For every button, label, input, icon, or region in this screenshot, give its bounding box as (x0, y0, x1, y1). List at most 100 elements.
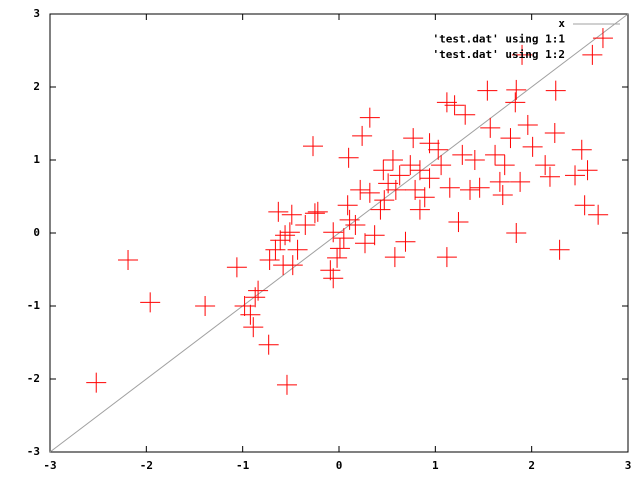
cross-marker (307, 201, 328, 222)
cross-marker (582, 44, 603, 65)
cross-marker (405, 179, 426, 200)
cross-marker (275, 225, 296, 246)
legend-label: 'test.dat' using 1:1 (433, 33, 566, 46)
cross-marker (431, 155, 452, 176)
cross-marker (409, 199, 430, 220)
cross-marker (400, 155, 421, 176)
cross-marker (448, 212, 469, 233)
cross-marker (359, 182, 380, 203)
cross-marker (517, 114, 538, 135)
y-tick-label: -2 (27, 372, 40, 385)
cross-marker (492, 185, 513, 206)
cross-marker (544, 122, 565, 143)
cross-marker (345, 214, 366, 235)
cross-marker (428, 139, 449, 160)
cross-marker (571, 139, 592, 160)
cross-marker (510, 171, 531, 192)
cross-marker (489, 171, 510, 192)
cross-marker (592, 28, 613, 49)
cross-marker (86, 372, 107, 393)
cross-marker (276, 374, 297, 395)
cross-marker (140, 292, 161, 313)
cross-marker (436, 247, 457, 268)
cross-marker (574, 195, 595, 216)
cross-marker (464, 150, 485, 170)
cross-marker (506, 79, 527, 100)
cross-marker (385, 179, 406, 200)
y-tick-label: 0 (33, 226, 40, 239)
cross-marker (382, 150, 403, 170)
cross-marker (539, 166, 560, 187)
cross-marker (320, 260, 341, 281)
cross-marker (403, 128, 424, 149)
x-tick-label: -3 (43, 459, 56, 472)
cross-marker (259, 250, 280, 271)
cross-marker (460, 179, 481, 200)
x-tick-label: -2 (140, 459, 153, 472)
cross-marker (373, 160, 394, 181)
cross-marker (323, 222, 344, 243)
cross-marker (409, 160, 430, 181)
cross-marker (500, 128, 521, 149)
cross-marker (270, 230, 291, 251)
cross-marker (359, 107, 380, 128)
cross-marker (279, 222, 300, 243)
legend-label: 'test.dat' using 1:2 (433, 48, 565, 61)
cross-marker (565, 165, 586, 186)
cross-marker (355, 233, 376, 254)
cross-marker (333, 228, 354, 249)
cross-marker (512, 44, 533, 65)
cross-marker (268, 201, 289, 222)
x-tick-label: 3 (625, 459, 632, 472)
cross-marker (477, 80, 498, 101)
cross-marker (338, 147, 359, 168)
cross-marker (243, 317, 264, 338)
cross-marker (395, 231, 416, 252)
cross-marker (506, 223, 527, 243)
cross-marker (374, 190, 395, 211)
cross-marker (327, 247, 348, 268)
cross-marker (281, 204, 302, 225)
cross-marker (118, 250, 139, 271)
cross-marker (302, 136, 323, 157)
cross-marker (304, 203, 325, 224)
cross-marker (337, 195, 358, 216)
cross-marker (234, 296, 255, 316)
cross-marker (248, 280, 269, 301)
cross-marker (389, 165, 410, 186)
cross-marker (295, 214, 316, 235)
cross-marker (549, 239, 570, 260)
y-tick-label: -3 (27, 445, 40, 458)
cross-marker (352, 125, 373, 146)
cross-marker (350, 179, 371, 200)
cross-marker (323, 268, 344, 289)
cross-marker (505, 92, 526, 113)
cross-marker (287, 239, 308, 260)
cross-marker (384, 247, 405, 268)
cross-marker (339, 209, 360, 230)
cross-marker (485, 144, 506, 165)
cross-marker (452, 144, 473, 165)
cross-marker (226, 257, 247, 278)
x-tick-label: -1 (236, 459, 250, 472)
cross-marker (329, 238, 350, 259)
cross-marker (195, 296, 216, 316)
cross-marker (444, 95, 465, 116)
cross-marker (439, 177, 460, 198)
y-tick-label: 2 (33, 80, 40, 93)
cross-marker (522, 136, 543, 157)
cross-marker (436, 92, 457, 113)
cross-marker (265, 239, 286, 260)
cross-marker (414, 187, 435, 208)
function-line (49, 13, 629, 453)
cross-marker (535, 155, 556, 176)
legend-label: x (558, 17, 565, 30)
x-tick-label: 0 (336, 459, 343, 472)
cross-marker (545, 80, 566, 101)
cross-marker (364, 225, 385, 246)
cross-marker (480, 117, 501, 138)
cross-marker (419, 168, 440, 189)
x-tick-label: 1 (432, 459, 439, 472)
